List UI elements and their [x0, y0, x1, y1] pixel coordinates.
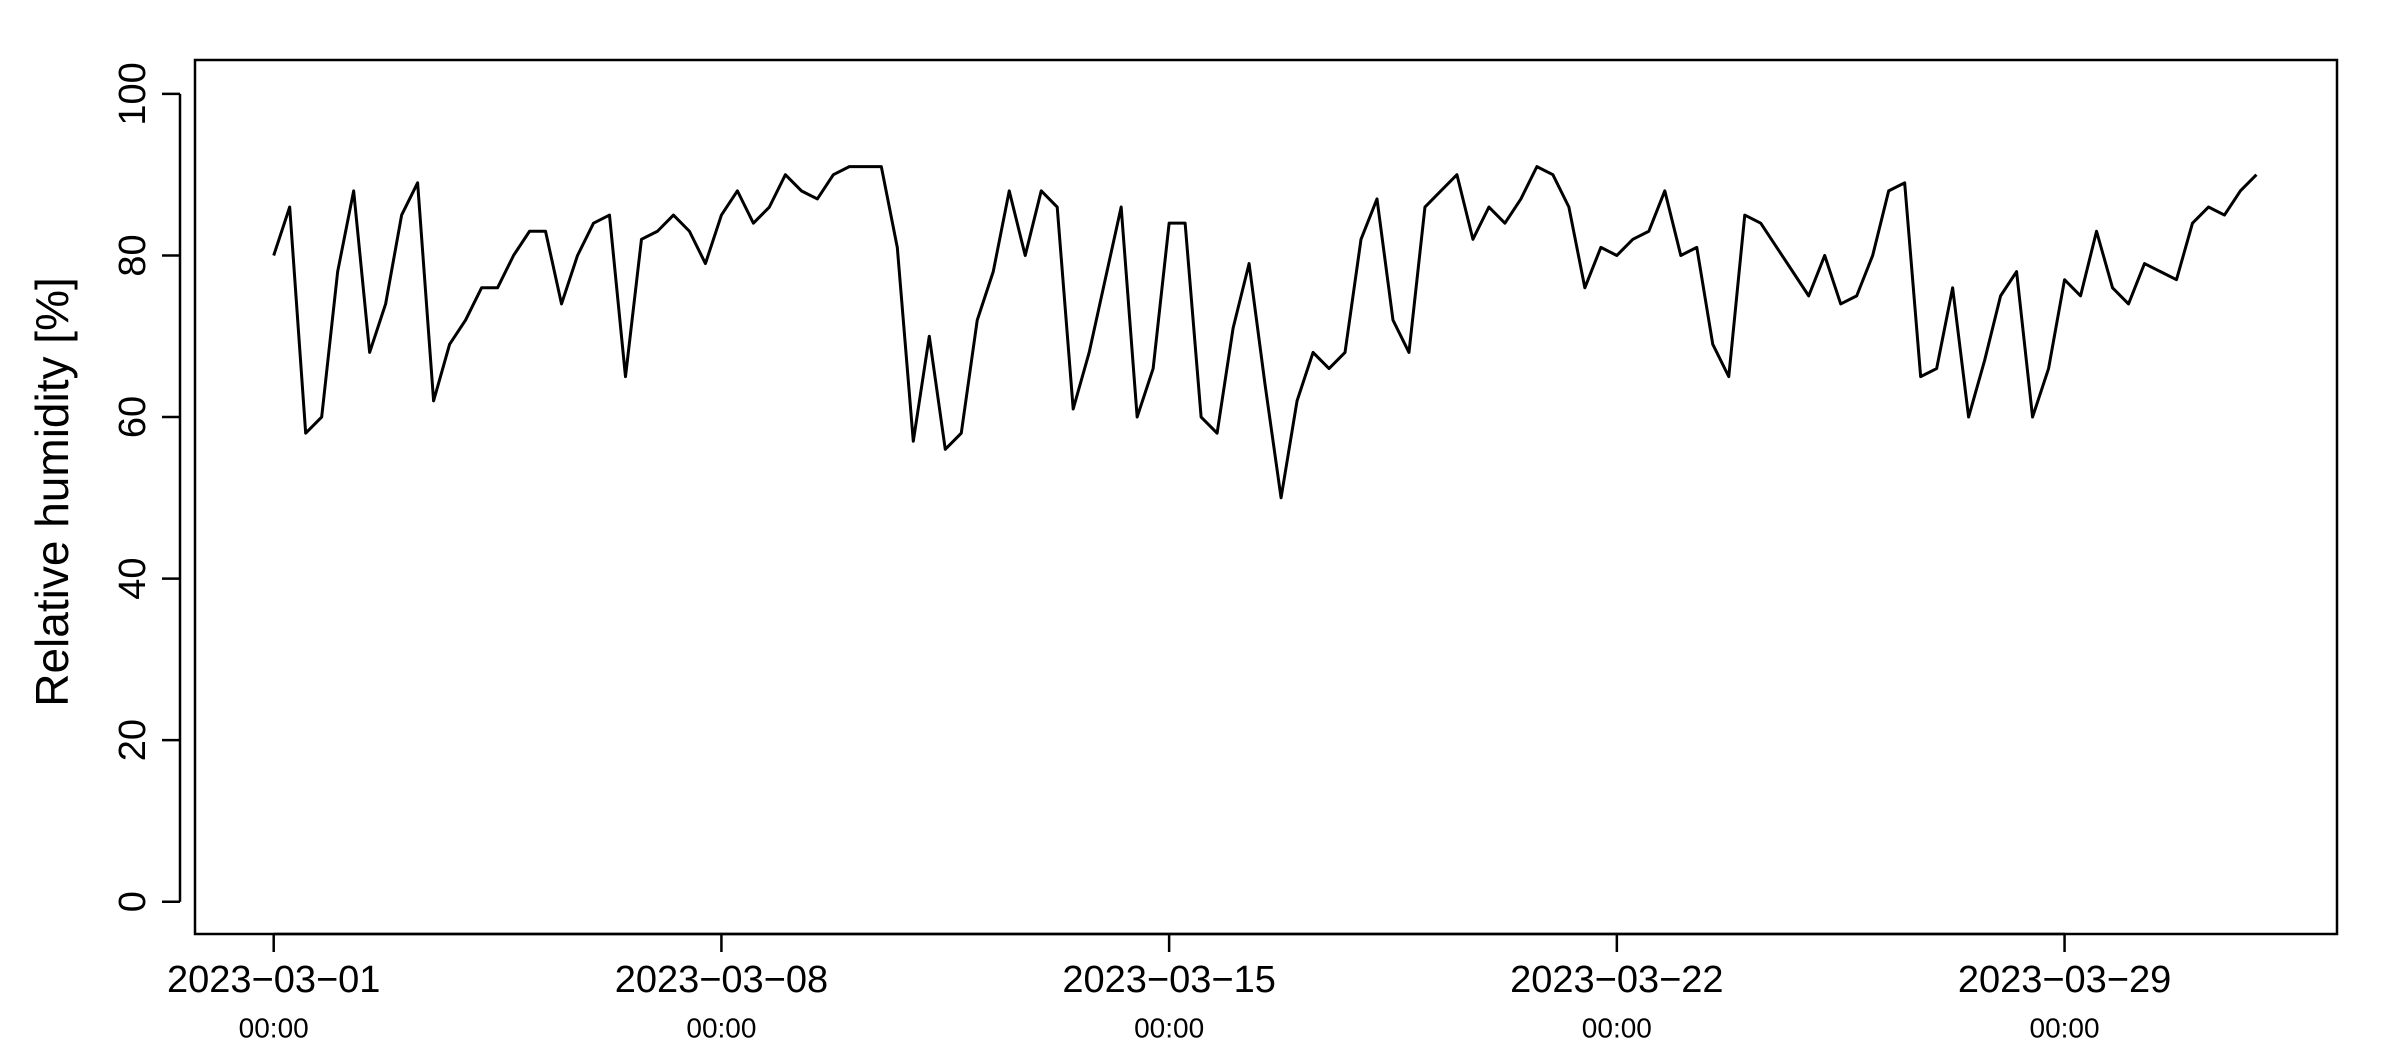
x-tick-sublabel: 00:00	[1582, 1012, 1652, 1043]
x-tick-label: 2023−03−15	[1062, 959, 1275, 1001]
y-axis-title: Relative humidity [%]	[26, 277, 78, 707]
plot-frame	[193, 58, 2339, 936]
x-tick-label: 2023−03−29	[1958, 959, 2171, 1001]
y-tick-label: 100	[112, 62, 154, 125]
y-tick-label: 60	[112, 396, 154, 438]
x-tick-sublabel: 00:00	[2030, 1012, 2100, 1043]
y-tick-label: 0	[112, 891, 154, 912]
x-tick-label: 2023−03−01	[167, 959, 380, 1001]
y-tick-label: 80	[112, 234, 154, 276]
x-tick-sublabel: 00:00	[239, 1012, 309, 1043]
x-tick-sublabel: 00:00	[1134, 1012, 1204, 1043]
y-tick-label: 40	[112, 557, 154, 599]
y-tick-label: 20	[112, 719, 154, 761]
x-tick-sublabel: 00:00	[686, 1012, 756, 1043]
data-line	[272, 165, 2258, 500]
x-tick-label: 2023−03−08	[615, 959, 828, 1001]
x-tick-label: 2023−03−22	[1510, 959, 1723, 1001]
